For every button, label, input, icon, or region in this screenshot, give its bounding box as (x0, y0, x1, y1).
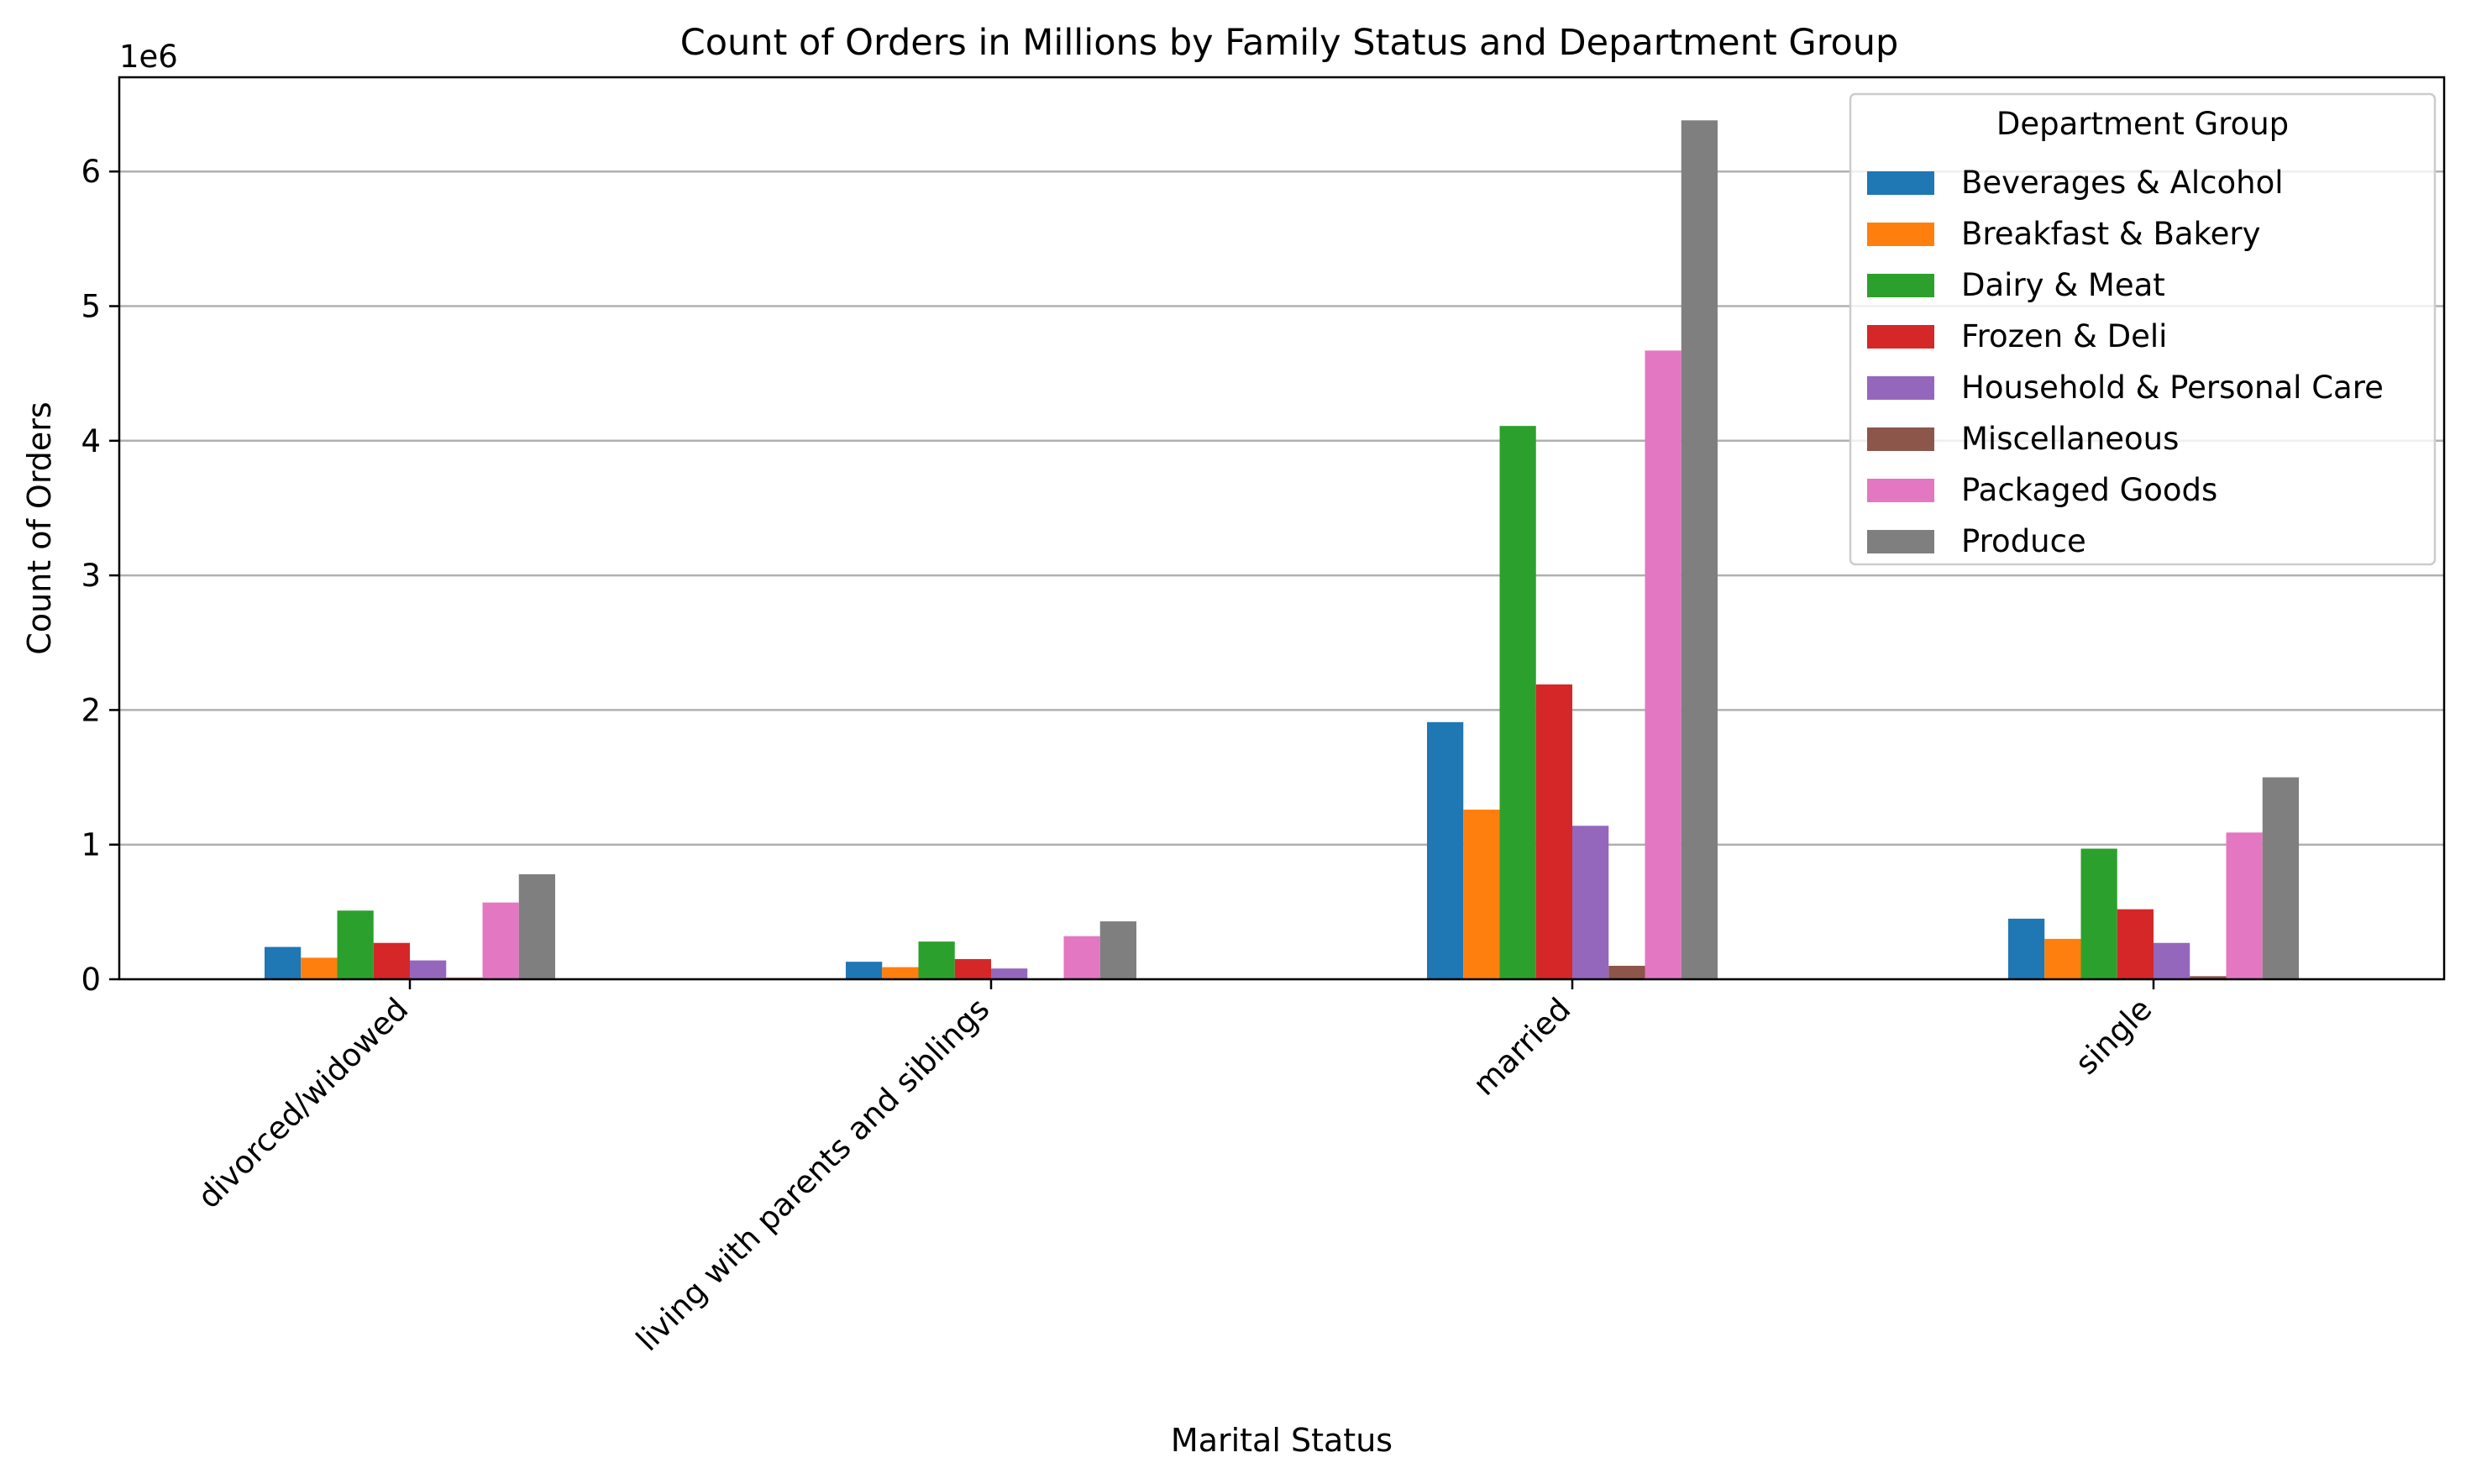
bar-packaged-goods-living-with-parents-and-siblings (1063, 936, 1100, 979)
bar-beverages-and-alcohol-married (1427, 721, 1464, 979)
bars (265, 120, 2299, 980)
bar-frozen-and-deli-divorced-widowed (373, 942, 410, 979)
legend-swatch-breakfast-and-bakery (1867, 223, 1934, 246)
legend-box (1849, 92, 2437, 566)
y-axis: 0 1 2 3 4 5 6 (81, 154, 119, 998)
bar-household-and-personal-care-living-with-parents-and-siblings (991, 968, 1028, 979)
x-axis-label: Marital Status (1171, 1422, 1393, 1459)
legend-title: Department Group (1996, 106, 2289, 142)
y-tick-label: 0 (81, 962, 101, 998)
legend-swatch-packaged-goods (1867, 479, 1934, 502)
bar-produce-single (2262, 777, 2299, 979)
legend-label-frozen-and-deli: Frozen & Deli (1961, 318, 2167, 354)
y-tick-label: 3 (81, 558, 101, 594)
bar-beverages-and-alcohol-divorced-widowed (265, 947, 302, 979)
legend-swatch-beverages-and-alcohol (1867, 171, 1934, 195)
y-tick-label: 5 (81, 289, 101, 325)
legend-swatch-frozen-and-deli (1867, 325, 1934, 349)
bar-dairy-and-meat-divorced-widowed (337, 910, 374, 979)
legend-swatch-produce (1867, 530, 1934, 553)
plot-frame (118, 76, 2446, 981)
legend-swatch-dairy-and-meat (1867, 274, 1934, 297)
bar-household-and-personal-care-married (1572, 826, 1609, 979)
y-tick-label: 2 (81, 692, 101, 728)
bar-household-and-personal-care-divorced-widowed (410, 960, 447, 979)
bar-frozen-and-deli-married (1535, 684, 1572, 979)
legend-label-dairy-and-meat: Dairy & Meat (1961, 267, 2165, 303)
y-tick-label: 6 (81, 154, 101, 190)
bar-produce-married (1681, 120, 1718, 979)
bar-breakfast-and-bakery-single (2044, 938, 2081, 979)
bar-dairy-and-meat-living-with-parents-and-siblings (918, 941, 955, 979)
chart-title: Count of Orders in Millions by Family St… (680, 22, 1899, 64)
bar-breakfast-and-bakery-married (1463, 810, 1500, 979)
legend-label-packaged-goods: Packaged Goods (1961, 472, 2217, 508)
bar-miscellaneous-single (2190, 976, 2227, 979)
legend: Department Group Beverages & Alcohol Break… (1849, 92, 2437, 566)
bar-beverages-and-alcohol-living-with-parents-and-siblings (846, 962, 883, 979)
bar-household-and-personal-care-single (2154, 942, 2190, 979)
bar-dairy-and-meat-single (2080, 848, 2117, 979)
bar-frozen-and-deli-living-with-parents-and-siblings (954, 958, 991, 979)
legend-label-produce: Produce (1961, 523, 2086, 559)
bar-beverages-and-alcohol-single (2008, 918, 2045, 979)
legend-label-breakfast-and-bakery: Breakfast & Bakery (1961, 216, 2261, 252)
bar-packaged-goods-married (1645, 350, 1681, 979)
legend-swatch-miscellaneous (1867, 427, 1934, 451)
y-tick-label: 1 (81, 827, 101, 863)
y-axis-label: Count of Orders (21, 401, 58, 654)
bar-breakfast-and-bakery-divorced-widowed (301, 957, 338, 979)
y-tick-label: 4 (81, 423, 101, 459)
bar-dairy-and-meat-married (1499, 426, 1536, 980)
legend-label-miscellaneous: Miscellaneous (1961, 421, 2179, 457)
bar-breakfast-and-bakery-living-with-parents-and-siblings (882, 967, 919, 979)
bar-packaged-goods-single (2226, 832, 2263, 979)
legend-label-household-and-personal-care: Household & Personal Care (1961, 370, 2384, 406)
legend-label-beverages-and-alcohol: Beverages & Alcohol (1961, 165, 2284, 201)
y-axis-offset-text: 1e6 (119, 39, 178, 75)
bar-produce-living-with-parents-and-siblings (1099, 921, 1136, 979)
bar-frozen-and-deli-single (2117, 909, 2154, 979)
bar-produce-divorced-widowed (518, 873, 555, 979)
bar-packaged-goods-divorced-widowed (482, 902, 519, 979)
bar-miscellaneous-married (1608, 965, 1645, 979)
legend-swatch-household-and-personal-care (1867, 376, 1934, 400)
